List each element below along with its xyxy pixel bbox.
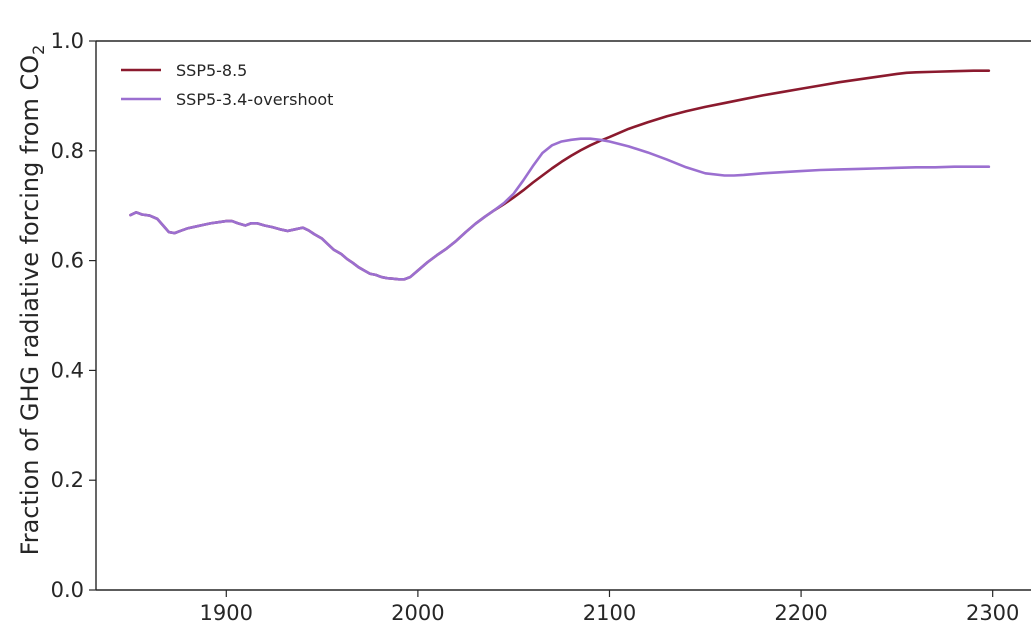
y-tick-label: 1.0 <box>51 29 84 53</box>
y-tick-label: 0.8 <box>51 139 84 163</box>
legend-label: SSP5-3.4-overshoot <box>176 90 333 109</box>
y-tick-label: 0.2 <box>51 468 84 492</box>
x-tick-label: 1900 <box>200 601 253 625</box>
y-tick-label: 0.0 <box>51 578 84 602</box>
legend-label: SSP5-8.5 <box>176 61 247 80</box>
x-tick-label: 2200 <box>774 601 827 625</box>
x-tick-label: 2100 <box>583 601 636 625</box>
y-axis-title-main: Fraction of GHG radiative forcing from C… <box>16 55 44 555</box>
legend: SSP5-8.5 SSP5-3.4-overshoot <box>121 61 333 109</box>
y-tick-label: 0.4 <box>51 358 84 382</box>
y-tick-label: 0.6 <box>51 249 84 273</box>
series-line-2 <box>129 137 991 281</box>
series-layer <box>129 69 991 281</box>
axes <box>95 40 1031 591</box>
x-tick-label: 2300 <box>966 601 1019 625</box>
y-ticks: 0.0 0.2 0.4 0.6 0.8 1.0 <box>51 29 96 602</box>
y-axis-title: Fraction of GHG radiative forcing from C… <box>16 45 48 556</box>
y-axis-title-subscript: 2 <box>29 45 48 55</box>
x-ticks: 1900 2000 2100 2200 2300 <box>200 590 1019 625</box>
x-tick-label: 2000 <box>391 601 444 625</box>
